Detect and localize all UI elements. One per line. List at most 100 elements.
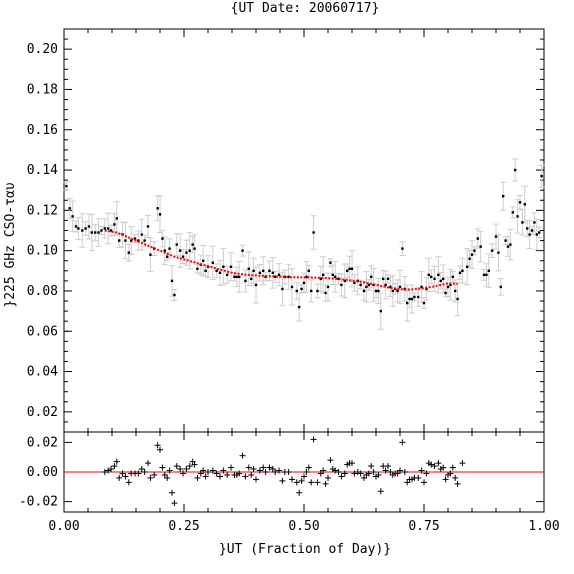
data-point <box>506 245 510 248</box>
data-point <box>456 297 459 301</box>
data-point <box>482 273 486 277</box>
y-tick-label: -0.02 <box>19 495 58 510</box>
residual-point <box>423 470 430 477</box>
data-point <box>254 283 258 287</box>
residual-point <box>298 477 305 484</box>
residual-point <box>260 464 267 471</box>
data-point <box>468 257 471 260</box>
y-tick-label: 0.02 <box>27 435 58 450</box>
data-point <box>359 283 362 287</box>
residual-point <box>180 470 187 477</box>
residual-point <box>332 467 339 474</box>
data-point <box>74 225 78 228</box>
data-point <box>244 279 247 283</box>
residual-panel: 0.00 0.25 0.50 0.75 1.00 0.02 0.00 -0.02 <box>19 431 560 534</box>
data-point <box>196 267 199 270</box>
residual-point <box>213 470 220 477</box>
data-point <box>499 285 502 289</box>
data-point <box>540 174 543 178</box>
data-point <box>504 239 507 242</box>
data-point <box>68 207 71 210</box>
data-point <box>470 253 474 256</box>
data-point <box>497 251 500 254</box>
residual-point <box>177 466 184 473</box>
data-point <box>410 297 414 301</box>
residual-point <box>157 446 163 453</box>
residual-point <box>296 489 303 496</box>
data-point <box>386 277 390 281</box>
y-axis-label: }225 GHz CSO-ταυ <box>3 182 18 307</box>
data-point <box>258 271 262 275</box>
residual-point <box>245 464 252 471</box>
residual-point <box>335 469 342 475</box>
data-point <box>420 285 423 289</box>
data-point <box>427 273 430 277</box>
residual-point <box>385 463 391 470</box>
residual-point <box>253 476 259 483</box>
data-point <box>226 273 229 277</box>
residual-point <box>217 473 223 480</box>
data-point <box>84 227 87 230</box>
residual-point <box>173 463 180 470</box>
data-point <box>346 269 349 272</box>
data-point <box>454 289 457 293</box>
data-point <box>442 277 445 281</box>
residual-point <box>449 464 456 471</box>
y-tick-label: 0.20 <box>27 42 58 57</box>
data-point <box>124 239 127 242</box>
residual-point <box>171 500 178 507</box>
data-point <box>514 168 517 172</box>
y-tick-label: 0.10 <box>27 244 58 259</box>
data-point <box>222 265 225 268</box>
residual-point <box>272 469 279 475</box>
data-point <box>77 227 80 230</box>
data-point <box>211 261 214 264</box>
residual-point <box>375 471 382 478</box>
data-point <box>202 259 205 262</box>
data-point <box>281 287 284 291</box>
data-point <box>191 243 194 246</box>
data-point <box>487 269 490 272</box>
data-point <box>188 249 191 252</box>
data-point <box>149 253 152 256</box>
data-point <box>109 229 113 232</box>
residual-point <box>105 467 112 474</box>
residual-point <box>442 476 449 483</box>
data-point <box>324 291 327 295</box>
y-tick-label: 0.12 <box>27 203 58 218</box>
data-point <box>168 247 171 250</box>
residual-point <box>266 464 273 471</box>
residual-point <box>138 466 145 473</box>
data-point <box>100 229 103 232</box>
residual-point <box>421 479 427 486</box>
residual-point <box>228 464 235 471</box>
data-point <box>298 305 301 309</box>
residual-point <box>435 460 442 467</box>
data-point <box>367 283 370 287</box>
residual-point <box>122 473 129 480</box>
residual-point <box>262 469 269 475</box>
data-point <box>113 223 116 226</box>
data-point <box>127 251 130 254</box>
residual-point <box>303 469 310 475</box>
residual-point <box>101 469 108 475</box>
residual-point <box>200 467 207 474</box>
data-point <box>235 275 238 279</box>
residual-point <box>159 464 166 471</box>
x-tick-label: 0.25 <box>168 519 199 534</box>
residual-point <box>452 474 459 481</box>
data-point <box>302 281 306 285</box>
residual-point <box>382 467 389 474</box>
data-point <box>408 297 411 301</box>
residual-point <box>314 479 321 486</box>
residual-point <box>164 474 171 481</box>
data-point <box>502 195 505 198</box>
residual-point <box>289 476 295 483</box>
data-point <box>444 291 447 295</box>
residual-point <box>220 467 227 474</box>
y-tick-label: 0.16 <box>27 123 58 138</box>
residual-point <box>370 469 377 475</box>
data-point <box>437 273 440 277</box>
data-point <box>451 275 454 279</box>
